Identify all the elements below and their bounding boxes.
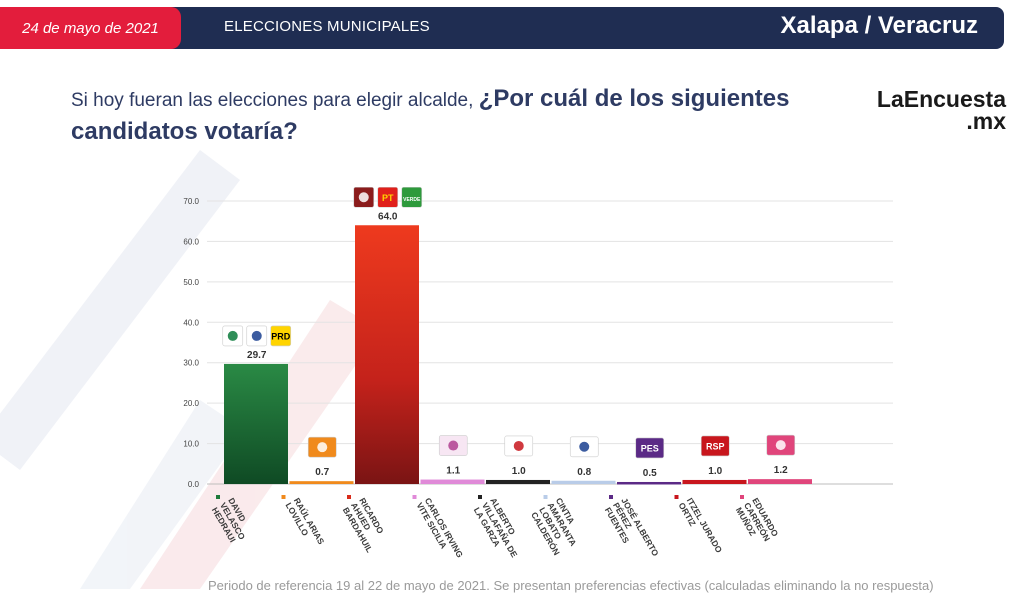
verde-logo-text: VERDE [403, 197, 421, 203]
value-label: 0.8 [577, 467, 591, 478]
value-label: 1.2 [774, 465, 788, 476]
category-label: ALBERTOVILLAFAÑA DELA GARZA [472, 496, 528, 564]
legend-swatch [609, 495, 613, 499]
fxm-logo-mark [448, 440, 459, 451]
value-label: 1.1 [446, 466, 460, 477]
question-main: ¿Por cuál de los siguientes candidatos v… [71, 85, 790, 145]
rsp-logo-text: RSP [706, 441, 725, 451]
value-label: 64.0 [378, 211, 398, 222]
legend-swatch [216, 495, 220, 499]
pes-logo-text: PES [641, 443, 659, 453]
rsp-logo [700, 435, 730, 457]
laencuesta-logo: LaEncuesta .mx [864, 86, 1006, 134]
value-label: 0.5 [643, 468, 657, 479]
bar [355, 225, 419, 484]
legend-swatch [740, 495, 744, 499]
y-tick-label: 20.0 [183, 399, 199, 408]
todos-por-veracruz-logo-mark [513, 440, 524, 451]
y-tick-label: 30.0 [183, 359, 199, 368]
category-label: RICARDOAHUEDBARDAHUIL [341, 496, 391, 554]
logo-domain: .mx [966, 108, 1006, 134]
y-tick-label: 10.0 [183, 440, 199, 449]
pri-logo-mark [227, 330, 238, 341]
category-label: RAÚL ARIASLOVILLO [284, 496, 328, 552]
category-label: DAVIDVELASCOHEDRAUI [210, 496, 256, 546]
podemos-logo-mark [775, 440, 786, 451]
category-label: EDUARDOCARREÓNMUÑOZ [734, 496, 781, 548]
y-tick-label: 60.0 [183, 237, 199, 246]
category-label: JOSÉ ALBERTOPÉREZFUENTES [603, 496, 661, 568]
legend-swatch [543, 495, 548, 499]
bar [224, 363, 288, 484]
bar [617, 481, 681, 485]
y-tick-label: 50.0 [183, 278, 199, 287]
survey-question: Si hoy fueran las elecciones para elegir… [71, 84, 861, 150]
bar [551, 480, 616, 484]
section-title: ELECCIONES MUNICIPALES [224, 18, 430, 35]
y-tick-label: 70.0 [183, 197, 199, 206]
legend-swatch [347, 495, 351, 499]
category-label: CARLOS IRVINGVITE SICILIA [415, 496, 466, 564]
bar [486, 479, 550, 484]
bar [420, 479, 485, 484]
footnote: Periodo de referencia 19 al 22 de mayo d… [208, 578, 934, 593]
category-label: ITZEL JURADOORTIZ [677, 496, 725, 560]
y-tick-label: 40.0 [183, 318, 199, 327]
date-badge: 24 de mayo de 2021 [0, 7, 181, 49]
logo-name: LaEncuesta [876, 86, 1006, 112]
prd-logo-text: PRD [271, 331, 291, 341]
legend-swatch [281, 495, 286, 499]
value-label: 1.0 [708, 466, 722, 477]
verde-logo [401, 186, 423, 208]
mc-logo-mark [317, 442, 328, 453]
y-tick-label: 0.0 [188, 480, 200, 489]
value-label: 29.7 [247, 350, 267, 361]
morena-logo-mark [358, 192, 369, 203]
value-label: 0.7 [315, 467, 329, 478]
legend-swatch [412, 495, 417, 499]
pan-logo-mark [251, 330, 262, 341]
unidad-ciudadana-logo-mark [579, 441, 590, 452]
location-title: Xalapa / Veracruz [780, 12, 978, 39]
pt-logo [377, 186, 399, 208]
category-label: CINTIAAMARANTALOBATOCALDERÓN [529, 496, 587, 557]
pt-logo-text: PT [382, 193, 394, 203]
legend-swatch [478, 495, 482, 499]
bar [289, 481, 354, 484]
prd-logo [270, 325, 292, 347]
value-label: 1.0 [512, 466, 526, 477]
legend-swatch [674, 495, 679, 499]
pes-logo [635, 437, 665, 459]
bar [748, 479, 812, 484]
bar [682, 479, 747, 484]
question-intro: Si hoy fueran las elecciones para elegir… [71, 90, 479, 111]
